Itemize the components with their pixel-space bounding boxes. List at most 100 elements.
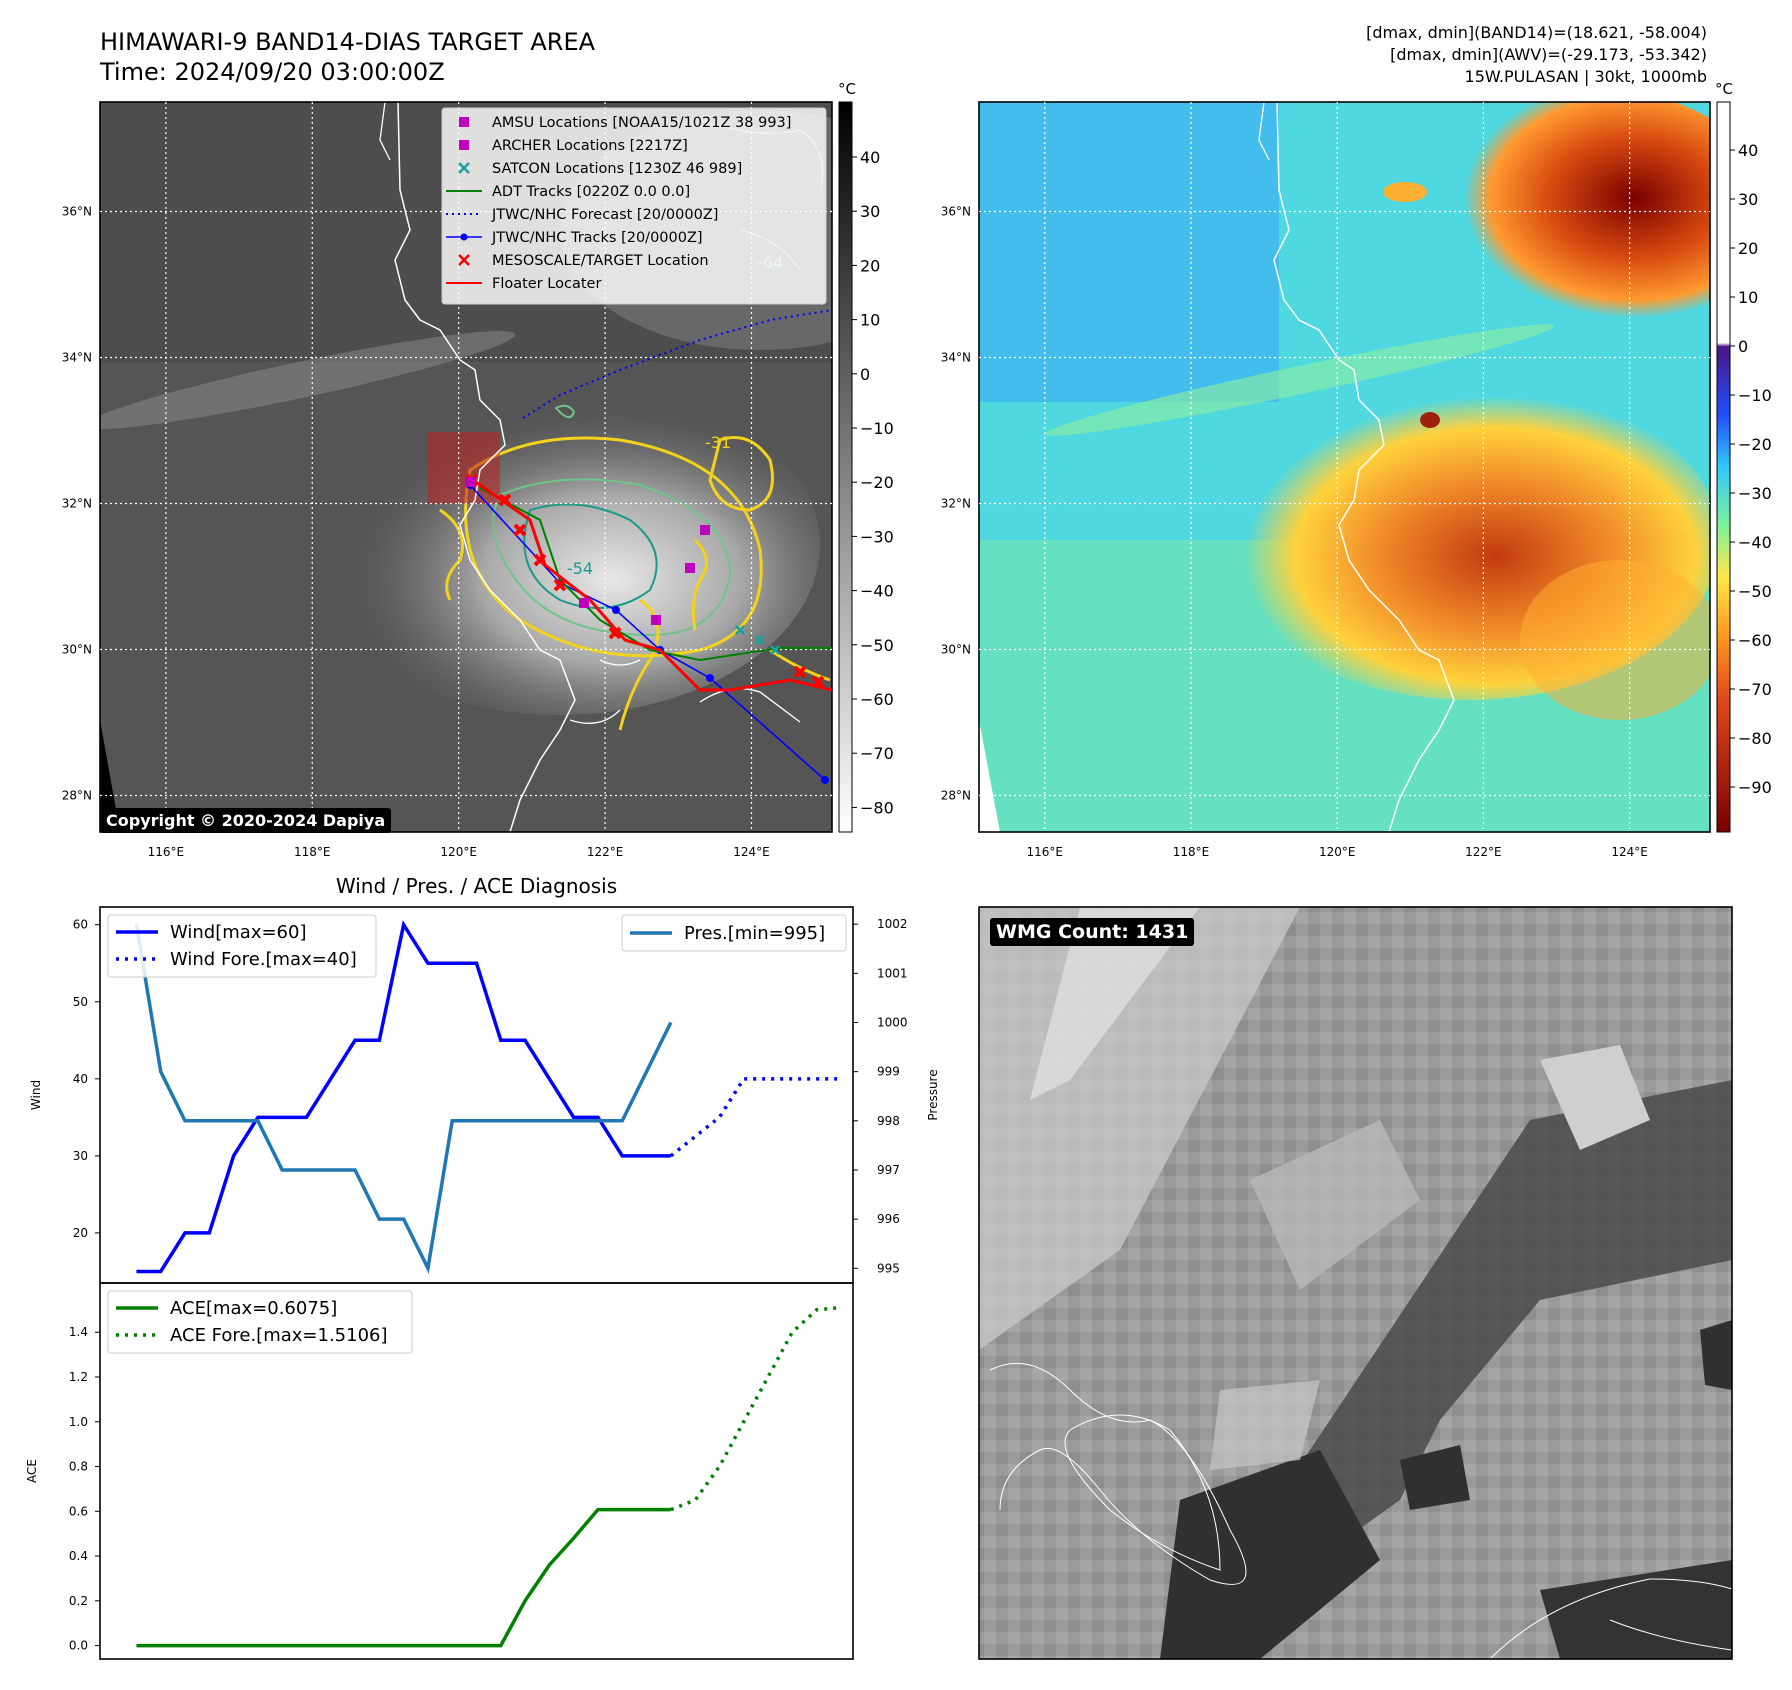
colorbar-left-tick-label: −30 <box>860 527 894 546</box>
ace-plot-area <box>136 1305 842 1648</box>
pressure-tick-label: 998 <box>877 1114 900 1128</box>
series-line-wind <box>136 920 671 1274</box>
legend-label: ACE Fore.[max=1.5106] <box>170 1325 388 1346</box>
wind-tick-label: 40 <box>73 1072 88 1086</box>
lat-tick-label: 30°N <box>62 643 92 657</box>
adt-track <box>479 487 832 662</box>
colorbar-left-unit: °C <box>838 80 856 98</box>
target-location-marker <box>513 523 527 537</box>
legend-marker <box>458 162 470 174</box>
lon-tick-label: 124°E <box>733 845 770 859</box>
colorbar-left-tick-label: −60 <box>860 690 894 709</box>
pressure-tick-label: 997 <box>877 1163 900 1177</box>
legend-label: AMSU Locations [NOAA15/1021Z 38 993] <box>492 115 791 131</box>
lon-tick-label: 116°E <box>148 845 185 859</box>
pressure-legend: Pres.[min=995] <box>621 914 847 952</box>
wind-axis-label: Wind <box>29 1080 43 1110</box>
target-location-marker <box>533 553 547 567</box>
colorbar-right-tick-label: 0 <box>1738 337 1748 356</box>
legend-marker <box>458 254 470 266</box>
colorbar-left-tick-label: 10 <box>860 311 880 330</box>
colorbar-left-tick-label: −50 <box>860 636 894 655</box>
figure-time: Time: 2024/09/20 03:00:00Z <box>99 58 445 86</box>
legend-label: ARCHER Locations [2217Z] <box>492 138 688 154</box>
pressure-tick-label: 1001 <box>877 966 908 980</box>
colorbar-left-tick-label: 20 <box>860 256 880 275</box>
wmg-count-badge: WMG Count: 1431 <box>990 918 1195 946</box>
jtwc-forecast-track <box>522 309 832 419</box>
satcon-location-marker <box>735 625 745 635</box>
colorbar-right-tick-label: −70 <box>1738 680 1772 699</box>
lon-tick-label: 116°E <box>1027 845 1064 859</box>
target-location-marker <box>608 626 622 640</box>
map-legend <box>441 107 827 305</box>
pressure-axis-label: Pressure <box>926 1069 940 1120</box>
awv-map-frame <box>978 101 1711 833</box>
colorbar-right-tick-label: −90 <box>1738 778 1772 797</box>
lon-tick-label: 118°E <box>1173 845 1210 859</box>
amsu-location-marker <box>651 615 661 625</box>
figure-title: HIMAWARI-9 BAND14-DIAS TARGET AREA <box>100 28 596 56</box>
pressure-tick-label: 1002 <box>877 917 908 931</box>
colorbar-left-tick-label: 0 <box>860 365 870 384</box>
colorbar-left <box>838 101 853 833</box>
target-location-marker <box>553 578 567 592</box>
ace-tick-label: 1.2 <box>69 1370 88 1384</box>
colorbar-right-tick-label: 40 <box>1738 141 1758 160</box>
lat-tick-label: 32°N <box>62 497 92 511</box>
stats-band14: [dmax, dmin](BAND14)=(18.621, -58.004) <box>1366 23 1707 42</box>
colorbar-left-tick-label: −70 <box>860 744 894 763</box>
pressure-tick-label: 995 <box>877 1261 900 1275</box>
series-line-ace <box>136 1507 671 1648</box>
target-location-marker <box>498 493 512 507</box>
satcon-location-marker <box>755 635 765 645</box>
wind-legend: Wind[max=60] Wind Fore.[max=40] <box>107 914 377 978</box>
lon-tick-label: 120°E <box>440 845 477 859</box>
ace-tick-label: 1.0 <box>69 1415 88 1429</box>
wind-tick-label: 60 <box>73 918 88 932</box>
lon-tick-label: 124°E <box>1611 845 1648 859</box>
contour-label: -31 <box>705 433 731 452</box>
chart-title: Wind / Pres. / ACE Diagnosis <box>336 874 617 898</box>
ace-tick-label: 0.4 <box>69 1549 88 1563</box>
colorbar-right-tick-label: −40 <box>1738 533 1772 552</box>
amsu-location-marker <box>579 598 589 608</box>
contour-label: -54 <box>567 559 593 578</box>
legend-label: Floater Locater <box>492 276 601 292</box>
colorbar-right-tick-label: −50 <box>1738 582 1772 601</box>
pressure-tick-label: 1000 <box>877 1016 908 1030</box>
ir-map-frame <box>99 101 833 833</box>
stats-awv: [dmax, dmin](AWV)=(-29.173, -53.342) <box>1390 45 1707 64</box>
legend-label: JTWC/NHC Tracks [20/0000Z] <box>491 230 703 246</box>
wmg-frame <box>978 906 1733 1660</box>
amsu-location-marker <box>700 525 710 535</box>
colorbar-right-tick-label: −80 <box>1738 729 1772 748</box>
ace-legend-box <box>107 1290 413 1354</box>
legend-label: ACE[max=0.6075] <box>170 1298 337 1319</box>
colorbar-left-tick-label: −10 <box>860 419 894 438</box>
jtwc-track-point <box>821 776 829 784</box>
target-location-marker <box>793 665 807 679</box>
lat-tick-label: 30°N <box>941 643 971 657</box>
wind-plot-area <box>134 920 841 1274</box>
jtwc-track-point <box>706 674 714 682</box>
legend-label: Wind[max=60] <box>170 922 307 943</box>
lat-tick-label: 28°N <box>941 789 971 803</box>
colorbar-left-tick-label: 30 <box>860 202 880 221</box>
ace-tick-label: 0.6 <box>69 1504 88 1518</box>
colorbar-right-tick-label: 20 <box>1738 239 1758 258</box>
lat-tick-label: 34°N <box>62 351 92 365</box>
colorbar-left-tick-label: −40 <box>860 582 894 601</box>
lat-tick-label: 36°N <box>62 205 92 219</box>
legend-label: Pres.[min=995] <box>684 923 825 944</box>
colorbar-right-tick-label: 10 <box>1738 288 1758 307</box>
ace-tick-label: 1.4 <box>69 1325 88 1339</box>
legend-label: Wind Fore.[max=40] <box>170 949 357 970</box>
ace-legend: ACE[max=0.6075] ACE Fore.[max=1.5106] <box>107 1290 413 1354</box>
jtwc-track-point <box>612 606 620 614</box>
ace-axes-frame <box>99 1282 854 1660</box>
legend-label: JTWC/NHC Forecast [20/0000Z] <box>491 207 718 223</box>
legend-label: SATCON Locations [1230Z 46 989] <box>492 161 742 177</box>
ace-tick-label: 0.2 <box>69 1594 88 1608</box>
